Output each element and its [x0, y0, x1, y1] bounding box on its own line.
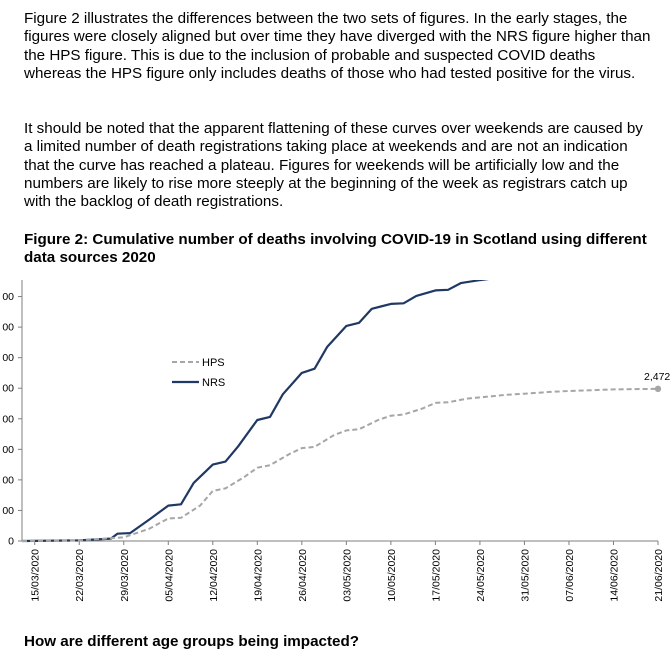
series-lines [21, 280, 662, 543]
nrs-legend-label: NRS [202, 377, 225, 389]
x-tick-label: 15/03/2020 [30, 549, 42, 602]
x-tick-label: 26/04/2020 [297, 549, 309, 602]
y-tick-label: 00 [2, 291, 14, 303]
y-tick-label: 00 [2, 474, 14, 486]
body-paragraph-1: Figure 2 illustrates the differences bet… [24, 10, 651, 82]
x-tick-label: 03/05/2020 [341, 549, 353, 602]
hps-end-label: 2,472 [644, 371, 670, 383]
hps-legend-label: HPS [202, 357, 225, 369]
end-labels: 4,1192,472 [644, 371, 670, 383]
figure-title: Figure 2: Cumulative number of deaths in… [24, 231, 647, 267]
x-tick-label: 22/03/2020 [74, 549, 86, 602]
x-tick-label: 14/06/2020 [608, 549, 620, 602]
chart-axes [21, 280, 658, 542]
x-tick-label: 29/03/2020 [119, 549, 131, 602]
cumulative-deaths-chart: 0 00 00 00 00 00 00 00 00 15/03/2020 22/03/2020 29… [0, 280, 671, 648]
x-tick-label: 12/04/2020 [208, 549, 220, 602]
section-heading-age-groups: How are different age groups being impac… [24, 633, 360, 650]
x-tick-label: 31/05/2020 [519, 549, 531, 602]
hps-series-line [21, 387, 659, 542]
x-tick-label: 10/05/2020 [386, 549, 398, 602]
x-tick-label: 21/06/2020 [653, 549, 665, 602]
y-tick-label: 00 [2, 413, 14, 425]
nrs-series-line [21, 280, 490, 543]
y-tick-label: 00 [2, 322, 14, 334]
x-tick-label: 05/04/2020 [163, 549, 175, 602]
body-paragraph-2: It should be noted that the apparent fla… [24, 120, 643, 211]
x-tick-label: 17/05/2020 [430, 549, 442, 602]
x-tick-label: 07/06/2020 [564, 549, 576, 602]
y-tick-label: 00 [2, 505, 14, 517]
hps-end-marker [654, 385, 662, 393]
y-tick-label: 00 [2, 444, 14, 456]
y-tick-label: 0 [8, 536, 14, 548]
chart-legend: HPS NRS [172, 357, 225, 389]
x-tick-label: 24/05/2020 [475, 549, 487, 602]
x-ticks: 15/03/2020 22/03/2020 29/03/2020 05/04/2020… [30, 541, 665, 602]
x-tick-label: 19/04/2020 [252, 549, 264, 602]
y-tick-label: 00 [2, 383, 14, 395]
y-tick-label: 00 [2, 352, 14, 364]
